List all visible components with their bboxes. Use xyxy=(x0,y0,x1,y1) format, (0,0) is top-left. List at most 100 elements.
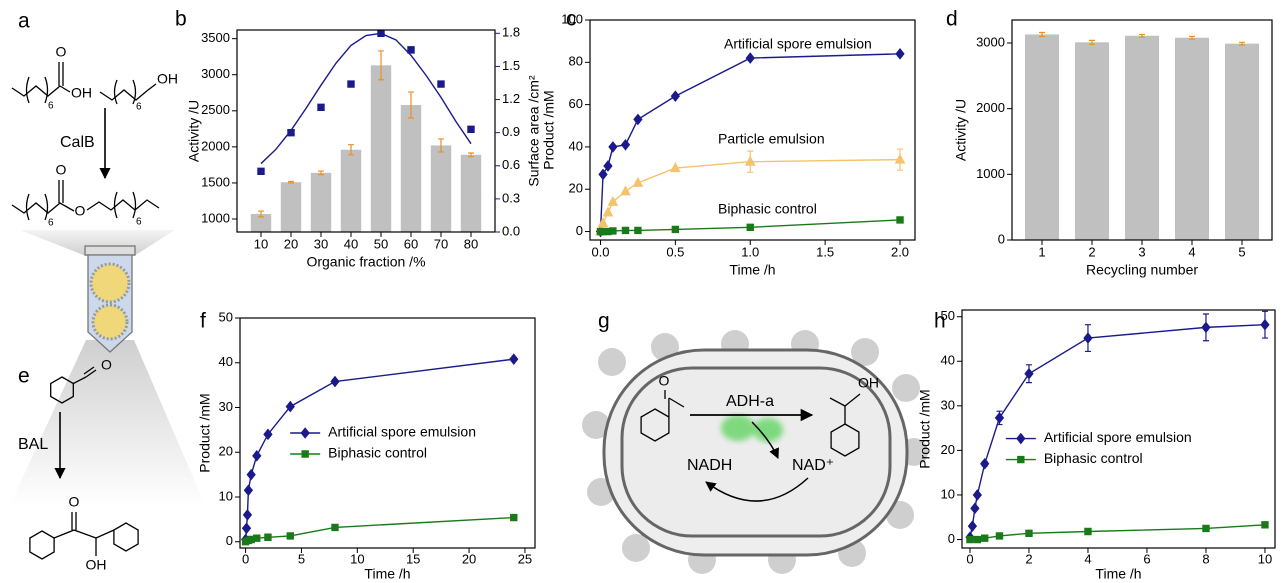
y-tick-label: 2000 xyxy=(201,138,230,153)
x-tick-label: 2.0 xyxy=(891,244,909,259)
y2-tick-label: 0.3 xyxy=(502,190,520,205)
y2-tick-label: 0.0 xyxy=(502,223,520,238)
x-tick-label: 20 xyxy=(284,236,298,251)
marker xyxy=(509,353,519,365)
cofactor: NADH xyxy=(687,457,732,474)
plot-frame xyxy=(589,19,916,241)
x-axis-label: Time /h xyxy=(1095,566,1141,582)
marker xyxy=(995,532,1004,540)
marker xyxy=(437,80,445,88)
marker xyxy=(608,141,618,153)
marker xyxy=(967,520,978,532)
marker xyxy=(896,216,904,224)
marker xyxy=(634,226,642,235)
bar xyxy=(460,154,482,232)
plot-frame xyxy=(239,317,536,549)
x-tick-label: 6 xyxy=(1143,551,1150,566)
y-tick-label: 80 xyxy=(569,54,583,69)
x-tick-label: 1.0 xyxy=(741,244,759,259)
enzyme: BAL xyxy=(18,436,48,453)
bar xyxy=(1025,34,1059,241)
plot-frame xyxy=(961,309,1276,549)
bracket xyxy=(113,191,137,219)
bar xyxy=(340,149,362,232)
marker xyxy=(252,450,262,462)
atom: OH xyxy=(71,85,92,101)
marker xyxy=(407,46,415,54)
x-tick-label: 2 xyxy=(1088,244,1095,259)
marker xyxy=(980,457,990,470)
marker xyxy=(895,48,905,60)
line xyxy=(969,324,1266,538)
marker xyxy=(621,226,630,235)
marker xyxy=(598,168,608,181)
atom: O xyxy=(56,162,67,178)
y-tick-label: 1000 xyxy=(976,166,1005,181)
y2-tick-label: 0.9 xyxy=(502,124,520,139)
ring xyxy=(113,522,139,552)
x-axis-label: Organic fraction /% xyxy=(306,254,425,270)
panel-label: e xyxy=(18,365,30,388)
x-axis-label: Time /h xyxy=(364,566,410,582)
y-tick-label: 0 xyxy=(226,533,233,548)
light-cone xyxy=(20,230,175,256)
marker xyxy=(602,206,614,217)
bar xyxy=(370,65,392,232)
marker xyxy=(620,139,631,151)
marker xyxy=(671,225,680,234)
legend-label: Biphasic control xyxy=(1044,450,1143,466)
marker xyxy=(246,468,256,481)
marker xyxy=(609,227,617,235)
x-tick-label: 25 xyxy=(518,551,532,566)
panel-label: b xyxy=(175,8,187,31)
enzyme: ADH-a xyxy=(726,393,774,410)
marker xyxy=(241,522,252,535)
marker xyxy=(317,103,325,111)
bond xyxy=(53,529,75,539)
x-tick-label: 60 xyxy=(404,236,418,251)
line xyxy=(969,524,1266,541)
series-label: Particle emulsion xyxy=(718,131,825,147)
y-tick-label: 10 xyxy=(941,486,955,501)
marker xyxy=(620,185,631,196)
x-tick-label: 20 xyxy=(462,551,476,566)
y-axis-label: Product /mM xyxy=(541,90,557,169)
bond xyxy=(11,85,61,97)
marker xyxy=(745,52,755,64)
bracket xyxy=(25,76,49,104)
error-bar xyxy=(348,144,354,156)
x-tick-label: 15 xyxy=(406,551,420,566)
x-axis-label: Time /h xyxy=(729,262,775,278)
line xyxy=(244,358,514,540)
marker xyxy=(331,523,339,532)
bond xyxy=(83,366,95,375)
light-cone xyxy=(10,340,205,505)
line xyxy=(260,32,472,165)
marker xyxy=(597,217,609,228)
y-tick-label: 2500 xyxy=(201,102,230,117)
marker xyxy=(286,532,294,540)
error-bar xyxy=(1039,31,1045,38)
panel-e: e O BAL O OH xyxy=(18,357,139,573)
atom: O xyxy=(69,494,80,510)
marker xyxy=(1201,321,1211,334)
x-tick-label: 2 xyxy=(1025,551,1032,566)
marker xyxy=(1261,521,1269,529)
bar xyxy=(310,172,332,232)
x-tick-label: 0.0 xyxy=(591,244,609,259)
enzyme: CalB xyxy=(60,134,95,151)
marker xyxy=(467,125,475,134)
x-tick-label: 40 xyxy=(344,236,358,251)
y2-tick-label: 1.2 xyxy=(502,91,520,106)
atom: O xyxy=(56,44,67,60)
x-tick-label: 8 xyxy=(1202,551,1209,566)
marker xyxy=(970,502,980,515)
bar xyxy=(1175,37,1209,241)
y-tick-label: 20 xyxy=(219,444,233,459)
bond xyxy=(11,202,75,214)
panel-label: c xyxy=(566,8,577,31)
marker xyxy=(603,160,613,172)
subscript: 6 xyxy=(48,101,54,112)
x-tick-label: 0 xyxy=(242,551,249,566)
marker xyxy=(242,509,253,521)
